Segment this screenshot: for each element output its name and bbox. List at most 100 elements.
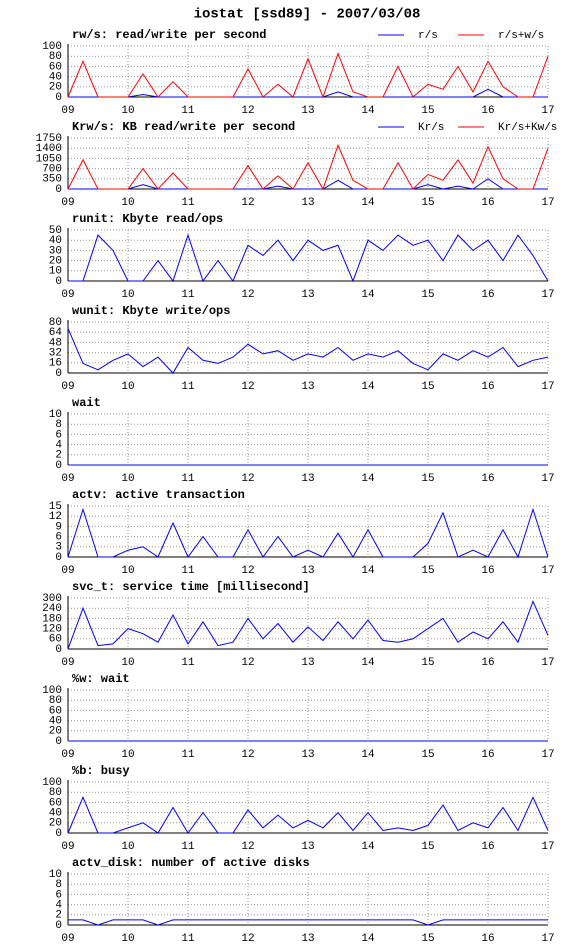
y-tick-label: 3 — [55, 542, 62, 554]
y-tick-label: 40 — [49, 808, 62, 820]
y-tick-label: 20 — [49, 818, 62, 830]
x-tick-label: 14 — [361, 565, 375, 577]
y-tick-label: 40 — [49, 72, 62, 84]
series-line — [68, 233, 549, 283]
x-tick-label: 11 — [181, 565, 195, 577]
x-tick-label: 11 — [181, 197, 195, 209]
y-tick-label: 12 — [49, 511, 62, 523]
x-tick-label: 16 — [481, 381, 494, 393]
x-tick-label: 12 — [241, 657, 254, 669]
y-tick-label: 6 — [55, 429, 62, 441]
x-tick-label: 17 — [541, 197, 554, 209]
legend-label: Kr/s+Kw/s — [498, 122, 557, 134]
y-tick-label: 0 — [55, 552, 62, 564]
x-tick-label: 14 — [361, 197, 375, 209]
x-tick-label: 12 — [241, 381, 254, 393]
x-tick-label: 16 — [481, 657, 494, 669]
y-tick-label: 100 — [42, 685, 62, 697]
y-tick-label: 30 — [49, 245, 62, 257]
x-tick-label: 12 — [241, 749, 254, 761]
x-tick-label: 14 — [361, 105, 375, 117]
x-tick-label: 16 — [481, 473, 494, 485]
x-tick-label: 14 — [361, 289, 375, 301]
x-tick-label: 16 — [481, 289, 494, 301]
x-tick-label: 17 — [541, 749, 554, 761]
chart-title: actv_disk: number of active disks — [72, 856, 310, 870]
y-tick-label: 20 — [49, 82, 62, 94]
x-tick-label: 12 — [241, 105, 254, 117]
y-tick-label: 60 — [49, 61, 62, 73]
x-tick-label: 10 — [121, 381, 134, 393]
x-tick-label: 09 — [61, 565, 74, 577]
x-tick-label: 12 — [241, 197, 254, 209]
x-tick-label: 09 — [61, 105, 74, 117]
x-tick-label: 12 — [241, 565, 254, 577]
x-tick-label: 14 — [361, 381, 375, 393]
y-tick-label: 15 — [49, 501, 62, 513]
y-tick-label: 0 — [55, 184, 62, 196]
chart-title: wait — [72, 396, 101, 410]
series-line — [67, 52, 549, 99]
y-tick-label: 700 — [42, 164, 62, 176]
x-tick-label: 12 — [241, 289, 254, 301]
y-tick-label: 0 — [55, 92, 62, 104]
y-tick-label: 10 — [49, 869, 62, 881]
x-tick-label: 10 — [121, 933, 134, 945]
y-tick-label: 64 — [49, 327, 63, 339]
x-tick-label: 13 — [301, 473, 314, 485]
series-line — [68, 919, 548, 926]
y-tick-label: 1750 — [36, 133, 62, 145]
page-title: iostat [ssd89] - 2007/03/08 — [194, 7, 421, 23]
x-tick-label: 11 — [181, 381, 195, 393]
y-tick-label: 60 — [49, 797, 62, 809]
x-tick-label: 16 — [481, 933, 494, 945]
y-tick-label: 9 — [55, 521, 62, 533]
y-tick-label: 0 — [55, 460, 62, 472]
x-tick-label: 15 — [421, 289, 434, 301]
x-tick-label: 15 — [421, 933, 434, 945]
y-tick-label: 0 — [55, 644, 62, 656]
x-tick-label: 11 — [181, 841, 195, 853]
x-tick-label: 11 — [181, 657, 195, 669]
x-tick-label: 17 — [541, 933, 554, 945]
x-tick-label: 11 — [181, 289, 195, 301]
x-tick-label: 10 — [121, 749, 134, 761]
x-tick-label: 09 — [61, 289, 74, 301]
y-tick-label: 1400 — [36, 143, 62, 155]
x-tick-label: 15 — [421, 381, 434, 393]
x-tick-label: 15 — [421, 565, 434, 577]
x-tick-label: 17 — [541, 105, 554, 117]
x-tick-label: 12 — [241, 933, 254, 945]
x-tick-label: 10 — [121, 197, 134, 209]
chart-title: %w: wait — [72, 672, 130, 686]
legend-label: r/s+w/s — [498, 30, 544, 42]
x-tick-label: 11 — [181, 105, 195, 117]
chart-title: svc_t: service time [millisecond] — [72, 580, 310, 594]
chart-title: Krw/s: KB read/write per second — [72, 120, 295, 134]
y-tick-label: 6 — [55, 889, 62, 901]
y-tick-label: 0 — [55, 920, 62, 932]
y-tick-label: 1050 — [36, 153, 62, 165]
x-tick-label: 15 — [421, 473, 434, 485]
x-tick-label: 17 — [541, 657, 554, 669]
y-tick-label: 80 — [49, 317, 62, 329]
x-tick-label: 13 — [301, 657, 314, 669]
series-line — [67, 796, 549, 834]
y-tick-label: 80 — [49, 695, 62, 707]
series-line — [67, 143, 549, 191]
x-tick-label: 13 — [301, 749, 314, 761]
x-tick-label: 13 — [301, 841, 314, 853]
x-tick-label: 17 — [541, 381, 554, 393]
y-tick-label: 10 — [49, 409, 62, 421]
x-tick-label: 16 — [481, 841, 494, 853]
x-tick-label: 10 — [121, 565, 134, 577]
y-tick-label: 50 — [49, 225, 62, 237]
y-tick-label: 20 — [49, 726, 62, 738]
y-tick-label: 2 — [55, 910, 62, 922]
y-tick-label: 16 — [49, 358, 62, 370]
x-tick-label: 10 — [121, 105, 134, 117]
x-tick-label: 16 — [481, 565, 494, 577]
y-tick-label: 180 — [42, 613, 62, 625]
x-tick-label: 13 — [301, 381, 314, 393]
y-tick-label: 0 — [55, 276, 62, 288]
